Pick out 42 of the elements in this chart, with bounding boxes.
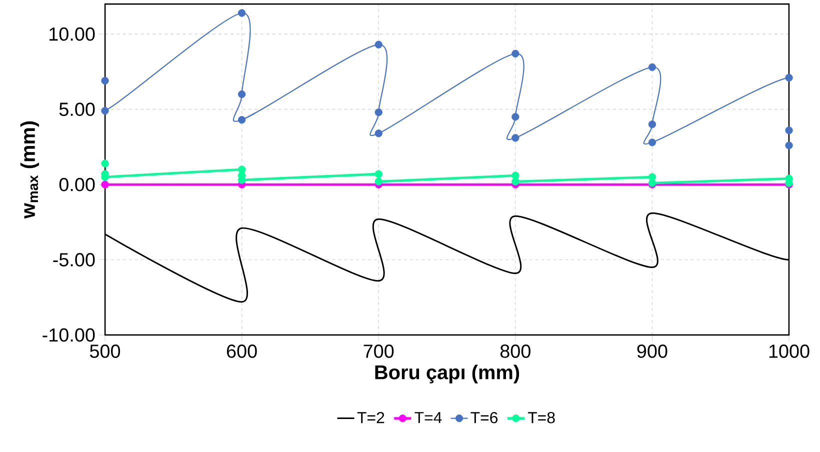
legend-label: T=4 — [414, 412, 442, 424]
point — [101, 160, 109, 168]
point — [648, 120, 656, 128]
y-tick-label: 0.00 — [59, 178, 95, 192]
point — [785, 142, 793, 150]
point — [238, 90, 246, 98]
y-tick-label: 10.00 — [50, 27, 95, 41]
point — [648, 138, 656, 146]
point — [238, 166, 246, 174]
legend-label: T=2 — [357, 412, 384, 424]
point — [101, 106, 109, 115]
x-tick-label: 900 — [637, 344, 668, 358]
point — [512, 134, 520, 142]
point — [374, 40, 382, 48]
point — [785, 126, 793, 134]
point — [238, 9, 246, 17]
x-tick-label: 500 — [90, 344, 120, 358]
point — [374, 178, 382, 186]
legend-label: T=6 — [470, 412, 498, 424]
y-tick-label: -5.00 — [53, 253, 95, 266]
legend-label: T=8 — [528, 412, 555, 424]
x-axis-title: Boru çapı (mm) — [375, 364, 520, 384]
point — [512, 50, 520, 58]
point — [101, 76, 109, 85]
point — [512, 172, 520, 180]
y-axis-title: w$_{max}$ (mm) — [20, 121, 39, 219]
point — [512, 178, 520, 186]
point — [374, 130, 382, 138]
y-tick-label: -10.00 — [42, 328, 95, 342]
point — [238, 116, 246, 124]
point — [374, 108, 382, 116]
point — [648, 63, 656, 72]
x-tick-label: 700 — [364, 344, 394, 358]
point — [512, 112, 520, 121]
x-tick-label: 800 — [500, 344, 530, 358]
point — [648, 173, 656, 181]
y-tick-label: 5.00 — [59, 102, 95, 116]
point — [101, 180, 109, 188]
x-tick-label: 1000 — [769, 344, 810, 358]
point — [374, 170, 382, 178]
point — [785, 74, 793, 82]
x-tick-label: 600 — [226, 344, 257, 358]
